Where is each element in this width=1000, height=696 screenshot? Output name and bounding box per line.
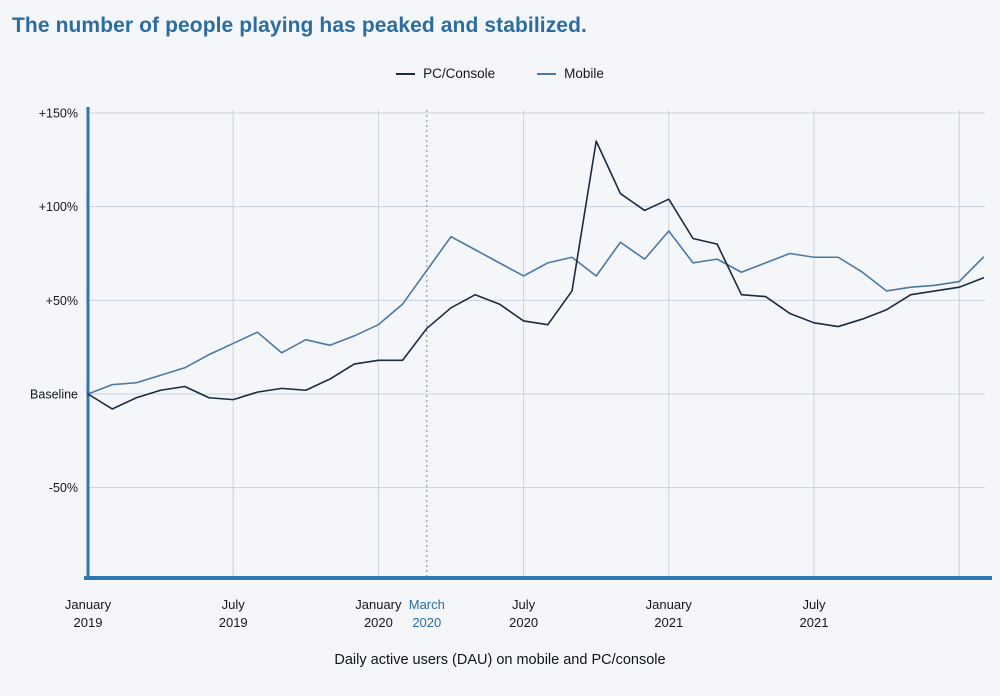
y-axis-tick-label: -50%	[49, 481, 78, 495]
mobile-line-swatch	[537, 72, 557, 75]
x-axis-tick-label: January	[65, 597, 112, 612]
x-axis-tick-label: January	[355, 597, 402, 612]
y-axis-tick-label: +50%	[46, 294, 78, 308]
y-axis-tick-label: +100%	[39, 200, 78, 214]
page-title: The number of people playing has peaked …	[12, 14, 587, 37]
legend-label-mobile: Mobile	[564, 66, 604, 81]
pc-console-line-swatch	[396, 72, 416, 75]
x-axis-tick-label: 2020	[509, 615, 538, 630]
x-axis-tick-label: July	[222, 597, 246, 612]
y-axis-tick-label: Baseline	[30, 388, 78, 402]
legend-item-mobile: Mobile	[537, 66, 604, 81]
x-axis-tick-label: 2021	[800, 615, 829, 630]
x-axis-tick-label-march-2020: 2020	[412, 615, 441, 630]
y-axis-tick-label: +150%	[39, 107, 78, 121]
chart-legend: PC/Console Mobile	[0, 66, 1000, 81]
x-axis-tick-label: 2019	[74, 615, 103, 630]
x-axis-tick-label: January	[646, 597, 693, 612]
legend-label-pc-console: PC/Console	[423, 66, 496, 81]
x-axis-tick-label: 2021	[654, 615, 683, 630]
x-axis-tick-label: 2020	[364, 615, 393, 630]
chart-caption: Daily active users (DAU) on mobile and P…	[334, 652, 666, 668]
x-axis-tick-label: July	[512, 597, 536, 612]
x-axis-tick-label: 2019	[219, 615, 248, 630]
pc-console-series-line	[87, 140, 985, 410]
x-axis-tick-label: July	[802, 597, 826, 612]
x-axis-tick-label-march-2020: March	[409, 597, 445, 612]
mobile-series-line	[87, 230, 985, 395]
legend-item-pc-console: PC/Console	[396, 66, 495, 81]
